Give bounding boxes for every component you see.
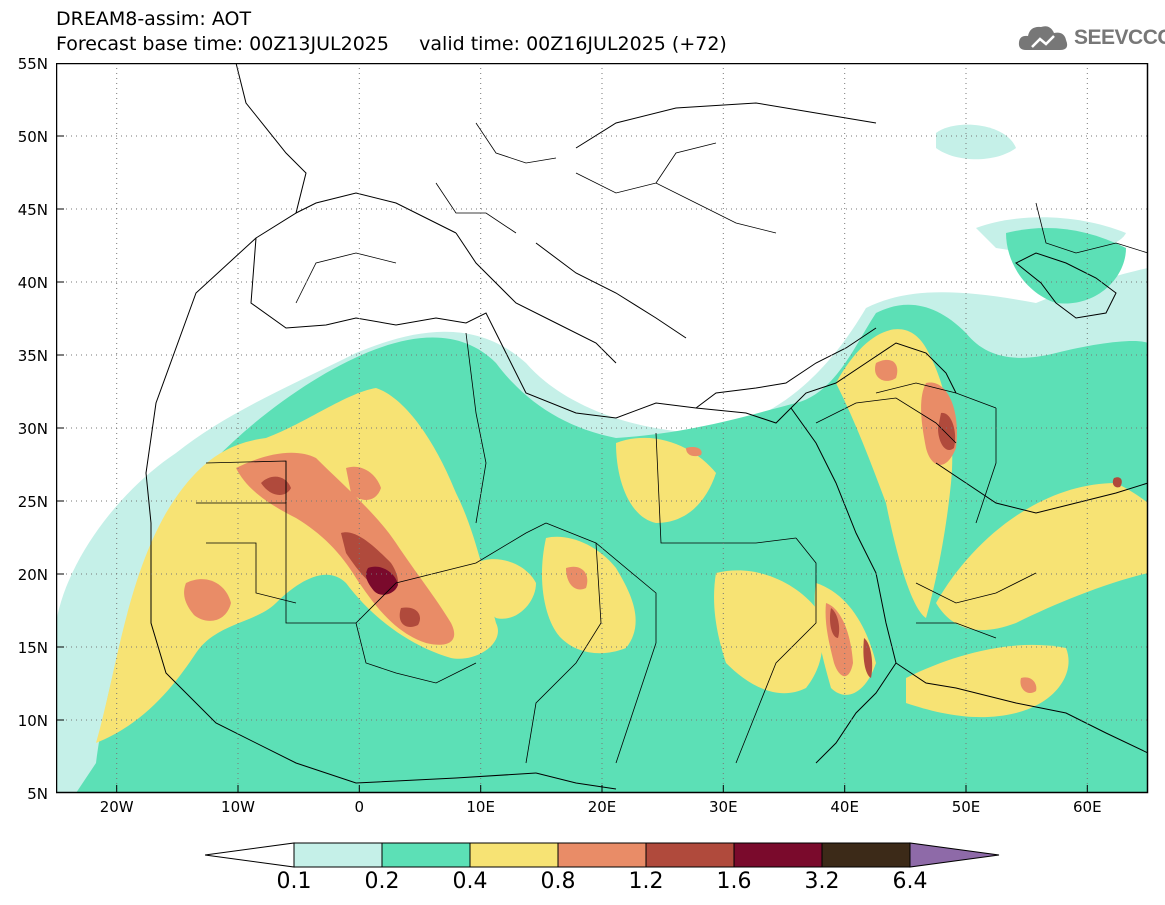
y-tick-label: 40N xyxy=(17,274,48,292)
map-title: DREAM8-assim: AOT xyxy=(56,8,252,30)
colorbar-swatch xyxy=(733,842,823,868)
y-tick-label: 35N xyxy=(17,347,48,365)
colorbar-swatch xyxy=(557,842,647,868)
y-tick-label: 10N xyxy=(17,712,48,730)
colorbar-label: 1.6 xyxy=(716,869,752,894)
colorbar-swatch xyxy=(821,842,911,868)
logo-text: SEEVCCC xyxy=(1074,26,1165,49)
colorbar-label: 0.8 xyxy=(540,869,576,894)
country-borders xyxy=(196,122,1148,764)
y-tick-label: 15N xyxy=(17,639,48,657)
x-tick-label: 50E xyxy=(951,798,981,816)
y-tick-label: 20N xyxy=(17,566,48,584)
colorbar-label: 3.2 xyxy=(804,869,840,894)
colorbar-label: 6.4 xyxy=(892,869,928,894)
x-tick-label: 10E xyxy=(466,798,495,816)
y-tick-label: 50N xyxy=(17,128,48,146)
colorbar-over-arrow xyxy=(909,842,1000,868)
cloud-icon xyxy=(1018,26,1068,50)
colorbar-label: 0.2 xyxy=(364,869,400,894)
y-tick-label: 55N xyxy=(17,55,48,73)
y-tick-label: 5N xyxy=(27,785,48,803)
forecast-time-subtitle: Forecast base time: 00Z13JUL2025 valid t… xyxy=(56,33,727,55)
colorbar-label: 0.4 xyxy=(452,869,488,894)
x-tick-label: 60E xyxy=(1073,798,1102,816)
colorbar-label: 1.2 xyxy=(628,869,664,894)
aot-band-1.6-3.2 xyxy=(366,566,398,595)
logo: SEEVCCC xyxy=(1016,20,1165,56)
map-frame xyxy=(56,63,1149,794)
colorbar-swatch xyxy=(645,842,735,868)
x-tick-label: 40E xyxy=(830,798,859,816)
colorbar-label: 0.1 xyxy=(276,869,312,894)
colorbar-under-arrow xyxy=(205,842,295,868)
y-tick-label: 30N xyxy=(17,420,48,438)
x-tick-label: 30E xyxy=(709,798,738,816)
aot-contours xyxy=(56,124,1148,793)
aot-band-0.4-0.8 xyxy=(96,329,1148,743)
coastlines xyxy=(145,63,1148,790)
colorbar xyxy=(205,842,1000,868)
colorbar-swatch xyxy=(293,842,383,868)
x-tick-label: 20W xyxy=(99,798,134,816)
x-tick-label: 10W xyxy=(221,798,255,816)
x-tick-label: 0 xyxy=(354,798,365,816)
aot-map xyxy=(56,63,1149,794)
colorbar-swatch xyxy=(381,842,471,868)
y-tick-label: 25N xyxy=(17,493,48,511)
graticule xyxy=(56,63,1148,793)
y-tick-label: 45N xyxy=(17,201,48,219)
axis-ticks xyxy=(56,135,1088,793)
x-tick-label: 20E xyxy=(587,798,617,816)
colorbar-swatch xyxy=(469,842,559,868)
